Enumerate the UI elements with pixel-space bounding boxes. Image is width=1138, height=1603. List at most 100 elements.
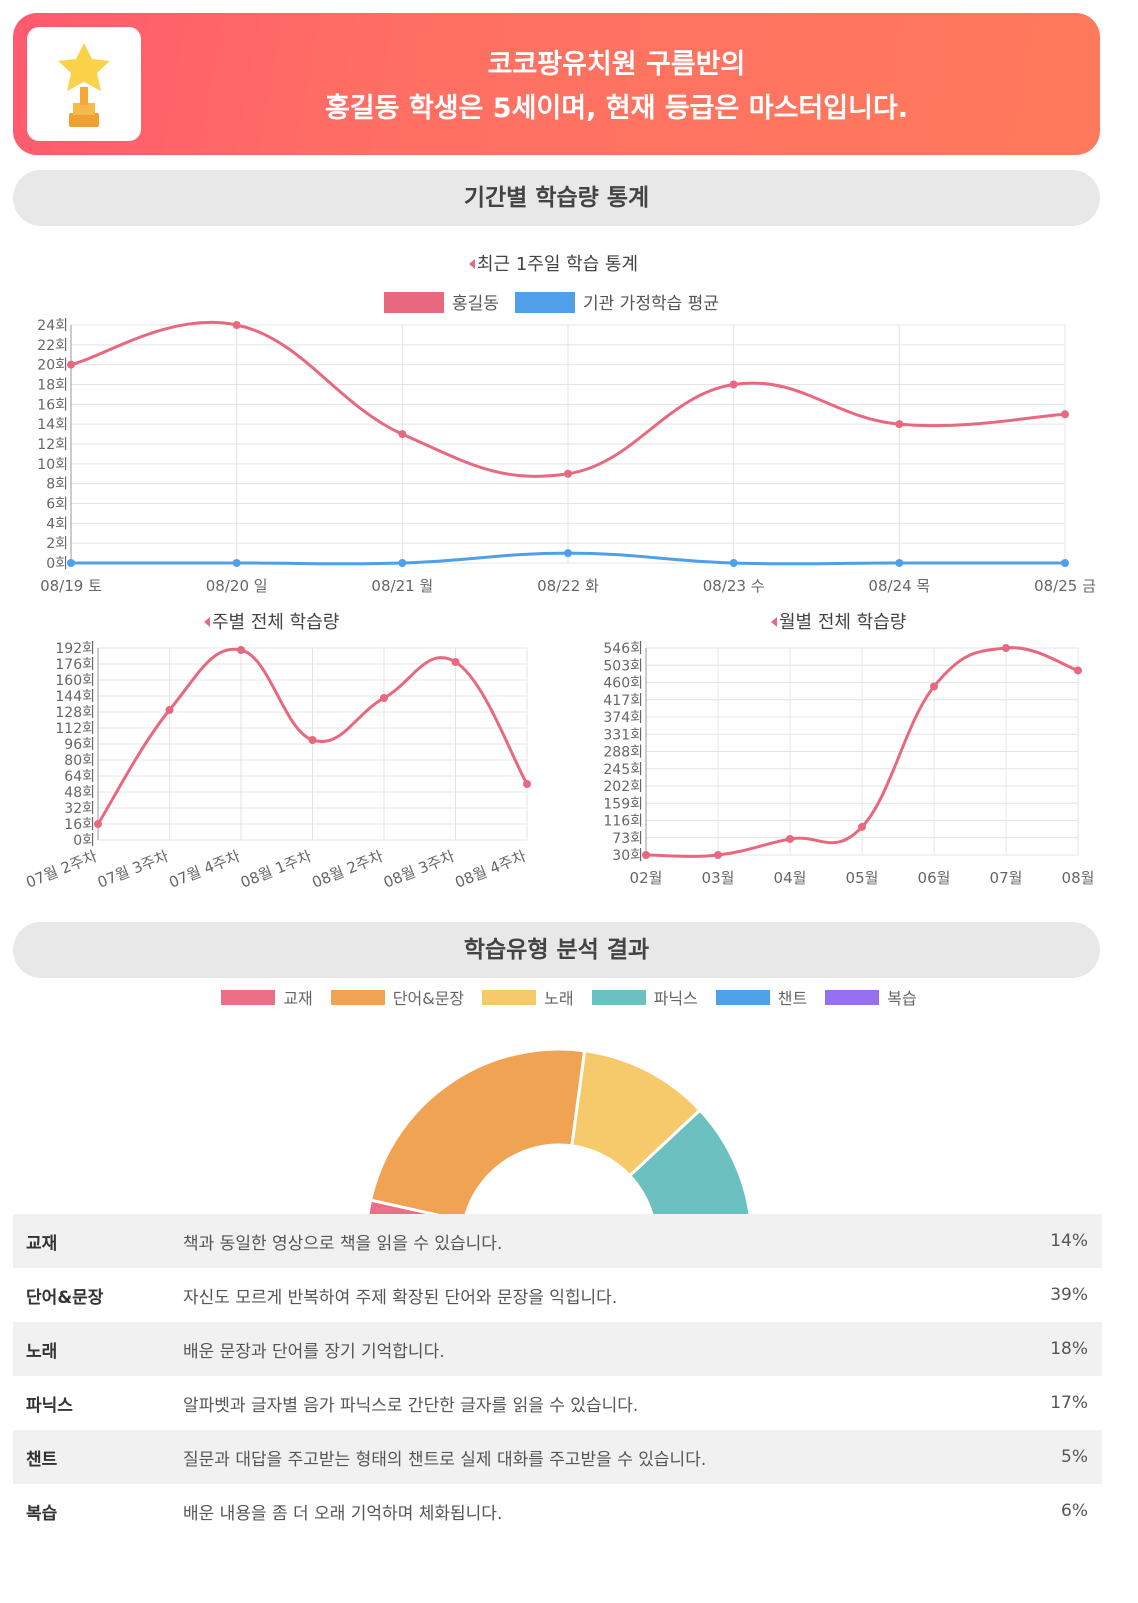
y-tick-label: 116회	[603, 814, 643, 830]
y-tick-label: 14회	[37, 417, 68, 433]
type-description: 배운 내용을 좀 더 오래 기억하며 체화됩니다.	[183, 1503, 503, 1524]
y-tick-label: 144회	[55, 689, 95, 705]
y-tick-label: 24회	[37, 318, 68, 334]
data-point	[564, 549, 572, 558]
y-tick-label: 112회	[55, 721, 95, 737]
x-tick-label: 06월	[918, 869, 951, 887]
y-tick-label: 32회	[64, 801, 95, 817]
y-tick-label: 20회	[37, 358, 68, 374]
y-tick-label: 0회	[46, 556, 68, 572]
type-percent: 39%	[1050, 1285, 1088, 1305]
pie-legend-item: 복습	[825, 985, 917, 1009]
data-point	[451, 658, 460, 666]
chart-title: 주별 전체 학습량	[212, 612, 339, 633]
legend-swatch	[384, 292, 444, 313]
header-banner: 코코팡유치원 구름반의 홍길동 학생은 5세이며, 현재 등급은 마스터입니다.	[13, 13, 1100, 155]
banner-line-2: 홍길동 학생은 5세이며, 현재 등급은 마스터입니다.	[324, 93, 909, 124]
type-description: 책과 동일한 영상으로 책을 읽을 수 있습니다.	[183, 1233, 503, 1254]
type-percent: 17%	[1050, 1393, 1088, 1413]
chart-title: 월별 전체 학습량	[779, 612, 906, 633]
daily-line-chart: 최근 1주일 학습 통계 0회 2회 4회 6회 8회 10회 12회 14회 16회 18회 20회…	[37, 254, 1096, 595]
legend-swatch	[515, 292, 575, 313]
donut-container	[0, 1010, 1138, 1215]
title-marker-icon	[771, 617, 777, 627]
data-point	[729, 380, 738, 389]
y-tick-label: 202회	[603, 779, 643, 795]
type-description: 알파벳과 글자별 음가 파닉스로 간단한 글자를 읽을 수 있습니다.	[183, 1395, 639, 1416]
x-tick-label: 07월 2주차	[23, 847, 99, 892]
y-tick-label: 374회	[603, 710, 643, 726]
y-tick-label: 64회	[64, 769, 95, 785]
legend-swatch	[715, 989, 770, 1005]
y-tick-label: 176회	[55, 657, 95, 673]
table-row: 파닉스 알파벳과 글자별 음가 파닉스로 간단한 글자를 읽을 수 있습니다. 17…	[13, 1376, 1102, 1430]
y-tick-label: 48회	[64, 785, 95, 801]
legend-swatch	[330, 989, 385, 1005]
legend-label: 파닉스	[653, 989, 698, 1008]
data-point	[858, 822, 866, 831]
y-tick-label: 16회	[37, 397, 68, 413]
y-tick-label: 159회	[603, 796, 643, 812]
y-tick-label: 128회	[55, 705, 95, 721]
x-tick-label: 07월 3주차	[95, 847, 171, 892]
data-point	[786, 834, 794, 843]
data-point	[1061, 410, 1069, 419]
data-point	[564, 469, 572, 478]
type-name: 복습	[26, 1503, 58, 1524]
y-tick-label: 10회	[37, 457, 68, 473]
donut-slice	[368, 1047, 587, 1215]
period-stats-header: 기간별 학습량 통계	[13, 170, 1100, 226]
pie-legend-item: 교재	[221, 985, 313, 1009]
data-point	[1074, 666, 1082, 675]
data-point	[165, 706, 174, 714]
legend-label: 홍길동	[452, 294, 499, 314]
data-point	[1002, 644, 1010, 652]
type-name: 챈트	[26, 1449, 58, 1470]
chart-title: 최근 1주일 학습 통계	[477, 254, 638, 275]
legend-label: 단어&문장	[392, 989, 465, 1008]
type-name: 교재	[26, 1233, 58, 1254]
y-tick-label: 6회	[46, 497, 68, 513]
type-percent: 6%	[1061, 1501, 1088, 1521]
data-point	[1061, 559, 1069, 567]
y-tick-label: 245회	[603, 762, 643, 778]
type-description: 배운 문장과 단어를 장기 기억합니다.	[183, 1341, 445, 1362]
legend-swatch	[221, 989, 276, 1005]
data-point	[67, 360, 75, 369]
y-tick-label: 30회	[612, 848, 643, 864]
y-tick-label: 73회	[612, 831, 643, 847]
y-tick-label: 4회	[46, 516, 68, 532]
x-tick-label: 08/22 화	[537, 577, 599, 595]
learning-type-header: 학습유형 분석 결과	[13, 922, 1100, 978]
x-tick-label: 03월	[702, 869, 735, 887]
pie-legend-item: 파닉스	[591, 985, 698, 1009]
x-tick-label: 08/25 금	[1034, 577, 1096, 595]
type-percent: 18%	[1050, 1339, 1088, 1359]
legend-label: 기관 가정학습 평균	[583, 294, 719, 314]
data-point	[714, 851, 722, 859]
table-row: 단어&문장 자신도 모르게 반복하여 주제 확장된 단어와 문장을 익힙니다. 39…	[13, 1268, 1102, 1322]
type-percent: 5%	[1061, 1447, 1088, 1467]
legend-label: 복습	[887, 989, 917, 1008]
data-point	[232, 559, 241, 567]
type-percent: 14%	[1050, 1231, 1088, 1251]
y-tick-label: 546회	[603, 641, 643, 657]
banner-headline: 코코팡유치원 구름반의 홍길동 학생은 5세이며, 현재 등급은 마스터입니다.	[153, 43, 1080, 131]
type-name: 파닉스	[26, 1395, 73, 1416]
title-marker-icon	[204, 617, 210, 627]
y-tick-label: 12회	[37, 437, 68, 453]
y-tick-label: 288회	[603, 745, 643, 761]
data-point	[930, 682, 938, 691]
table-row: 복습 배운 내용을 좀 더 오래 기억하며 체화됩니다. 6%	[13, 1484, 1102, 1538]
data-point	[523, 780, 531, 788]
x-tick-label: 08/20 일	[206, 577, 268, 595]
y-tick-label: 417회	[603, 693, 643, 709]
data-point	[67, 559, 75, 567]
learning-type-table: 교재 책과 동일한 영상으로 책을 읽을 수 있습니다. 14% 단어&문장 자신도 모…	[13, 1214, 1102, 1538]
legend-label: 챈트	[777, 989, 808, 1008]
pie-legend: 교재 단어&문장 노래 파닉스 챈트 복습	[0, 985, 1138, 1009]
legend-swatch	[591, 989, 646, 1005]
x-tick-label: 07월	[990, 869, 1023, 887]
trophy-box	[27, 27, 141, 141]
legend-label: 교재	[283, 989, 313, 1008]
